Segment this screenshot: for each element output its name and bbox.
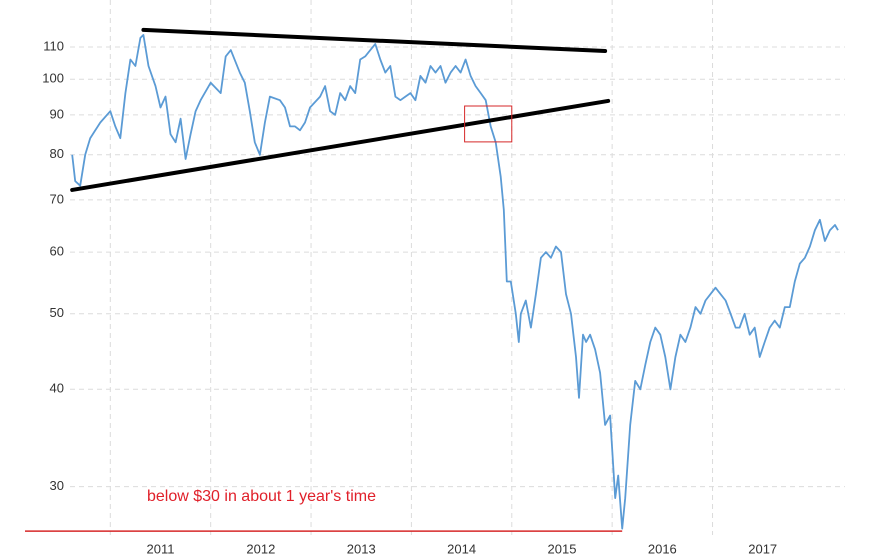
x-tick-label: 2015 (548, 541, 577, 556)
y-tick-label: 80 (50, 146, 64, 161)
x-tick-label: 2011 (147, 541, 175, 556)
price-line (71, 34, 839, 530)
annotation: below $30 in about 1 year's time (147, 488, 376, 505)
y-tick-label: 110 (43, 38, 64, 53)
y-tick-label: 100 (42, 71, 64, 86)
x-tick-label: 2016 (648, 541, 677, 556)
x-tick-label: 2012 (246, 541, 275, 556)
highlight-box (464, 105, 513, 143)
y-tick-label: 90 (50, 106, 64, 121)
x-tick-label: 2017 (748, 541, 777, 556)
y-tick-label: 30 (50, 478, 64, 493)
trend-line (70, 98, 611, 192)
y-tick-label: 60 (50, 244, 64, 259)
y-tick-label: 70 (50, 191, 64, 206)
y-tick-label: 40 (50, 381, 64, 396)
x-tick-label: 2014 (447, 541, 476, 556)
trend-line (141, 27, 608, 54)
x-tick-label: 2013 (347, 541, 376, 556)
y-tick-label: 50 (50, 305, 64, 320)
